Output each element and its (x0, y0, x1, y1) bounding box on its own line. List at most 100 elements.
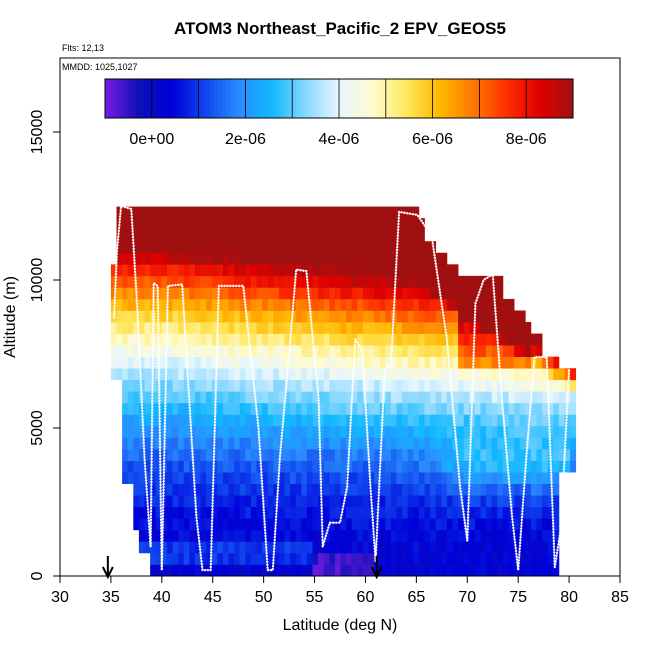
heatmap-cell (127, 229, 134, 242)
heatmap-cell (295, 218, 302, 231)
heatmap-cell (508, 518, 515, 531)
heatmap-cell (194, 414, 201, 427)
heatmap-cell (329, 322, 336, 334)
heatmap-cell (334, 379, 341, 392)
heatmap-cell (452, 322, 459, 334)
heatmap-cell (458, 287, 465, 300)
heatmap-cell (374, 322, 381, 334)
heatmap-cell (290, 322, 297, 334)
heatmap-cell (178, 229, 185, 242)
heatmap-cell (329, 218, 336, 231)
heatmap-cell (441, 425, 448, 438)
heatmap-cell (222, 564, 229, 577)
heatmap-cell (256, 252, 263, 265)
heatmap-cell (351, 252, 358, 265)
heatmap-cell (497, 541, 504, 554)
heatmap-cell (469, 322, 476, 334)
heatmap-cell (497, 564, 504, 577)
heatmap-cell (178, 252, 185, 265)
x-tick-label: 40 (153, 589, 171, 606)
heatmap-cell (239, 287, 246, 300)
heatmap-cell (278, 333, 285, 346)
heatmap-cell (368, 264, 375, 277)
heatmap-cell (486, 518, 493, 531)
colorbar-segment (335, 79, 340, 118)
heatmap-cell (346, 472, 353, 484)
heatmap-cell (161, 391, 168, 404)
heatmap-cell (127, 437, 134, 450)
heatmap-cell (284, 391, 291, 404)
heatmap-cell (469, 275, 476, 288)
heatmap-cell (424, 449, 431, 461)
heatmap-cell (379, 529, 386, 542)
heatmap-cell (346, 495, 353, 508)
heatmap-cell (374, 206, 381, 219)
heatmap-cell (340, 322, 347, 334)
heatmap-cell (166, 449, 173, 461)
heatmap-cell (385, 298, 392, 311)
colorbar-segment (545, 79, 550, 118)
heatmap-cell (508, 391, 515, 404)
heatmap-cell (379, 252, 386, 265)
heatmap-cell (133, 264, 140, 277)
heatmap-cell (290, 368, 297, 381)
heatmap-cell (424, 241, 431, 254)
heatmap-cell (301, 275, 308, 288)
heatmap-cell (312, 425, 319, 438)
heatmap-cell (480, 495, 487, 508)
colorbar-segment (526, 79, 531, 118)
heatmap-cell (172, 368, 179, 381)
heatmap-cell (172, 252, 179, 265)
colorbar-segment (303, 79, 309, 118)
heatmap-cell (407, 495, 414, 508)
heatmap-cell (323, 379, 330, 392)
heatmap-cell (514, 506, 521, 519)
heatmap-cell (222, 275, 229, 288)
heatmap-cell (301, 206, 308, 219)
heatmap-cell (245, 356, 252, 369)
heatmap-cell (357, 552, 364, 565)
colorbar-segment (339, 79, 344, 118)
heatmap-cell (374, 449, 381, 461)
heatmap-cell (284, 287, 291, 300)
heatmap-cell (502, 345, 509, 358)
heatmap-cell (172, 564, 179, 577)
heatmap-cell (396, 495, 403, 508)
heatmap-cell (318, 379, 325, 392)
heatmap-cell (558, 460, 565, 473)
heatmap-cell (284, 345, 291, 358)
heatmap-cell (194, 275, 201, 288)
heatmap-cell (239, 483, 246, 496)
heatmap-cell (486, 275, 493, 288)
heatmap-cell (222, 333, 229, 346)
colorbar-segment (467, 79, 472, 118)
heatmap-cell (435, 264, 442, 277)
heatmap-cell (474, 322, 481, 334)
heatmap-cell (452, 264, 459, 277)
heatmap-cell (127, 241, 134, 254)
heatmap-cell (183, 252, 190, 265)
heatmap-cell (570, 414, 577, 427)
heatmap-cell (323, 310, 330, 323)
x-tick-label: 55 (306, 589, 324, 606)
heatmap-cell (413, 264, 420, 277)
heatmap-cell (122, 449, 129, 461)
heatmap-cell (435, 252, 442, 265)
heatmap-cell (334, 264, 341, 277)
colorbar-segment (459, 79, 465, 118)
heatmap-cell (502, 368, 509, 381)
heatmap-cell (217, 218, 224, 231)
heatmap-cell (138, 460, 145, 473)
heatmap-cell (306, 472, 313, 484)
heatmap-cell (166, 518, 173, 531)
heatmap-cell (250, 552, 257, 565)
heatmap-cell (362, 483, 369, 496)
heatmap-cell (564, 437, 571, 450)
colorbar-segment (292, 79, 297, 118)
heatmap-cell (267, 506, 274, 519)
colorbar-segment (249, 79, 254, 118)
heatmap-cell (374, 460, 381, 473)
heatmap-cell (346, 541, 353, 554)
heatmap-cell (334, 229, 341, 242)
heatmap-cell (497, 287, 504, 300)
